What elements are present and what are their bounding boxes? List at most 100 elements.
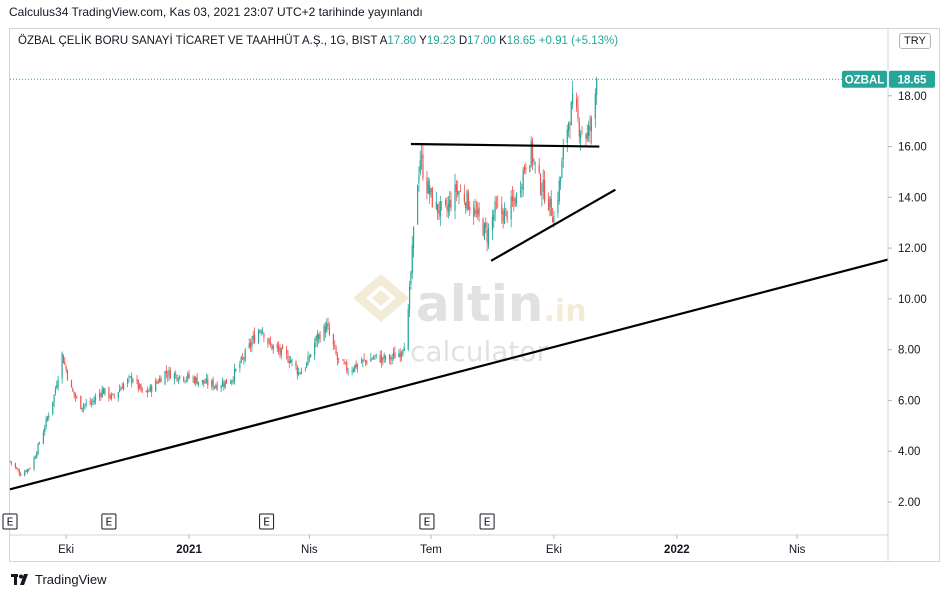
candle-body	[561, 160, 563, 178]
candle	[323, 323, 325, 342]
candle-body	[203, 379, 205, 384]
candle	[585, 132, 587, 146]
candle	[318, 332, 320, 344]
time-tick-label: Nis	[301, 544, 318, 556]
candle	[179, 375, 181, 381]
candle	[286, 345, 288, 360]
candle	[542, 169, 544, 200]
candle	[346, 359, 348, 374]
candle	[151, 384, 153, 397]
footer-brand: TradingView	[35, 572, 107, 587]
candle-body	[164, 371, 166, 384]
candle-body	[427, 181, 429, 194]
earnings-marker[interactable]: E	[101, 513, 117, 530]
candle-body	[525, 167, 527, 170]
candle-body	[38, 443, 41, 444]
earnings-marker[interactable]: E	[2, 513, 18, 530]
candle-body	[290, 360, 292, 363]
candle-body	[267, 337, 269, 344]
trendlines[interactable]	[9, 142, 889, 491]
candle-body	[212, 379, 214, 388]
candle	[437, 203, 439, 221]
earnings-marker[interactable]: E	[479, 513, 495, 530]
candle-body	[57, 379, 59, 387]
candle-body	[25, 470, 27, 472]
candle-body	[85, 402, 87, 405]
footer[interactable]: TradingView	[11, 572, 107, 587]
candle	[399, 348, 401, 362]
candle-body	[382, 357, 384, 360]
candle-body	[157, 382, 159, 384]
candle-body	[474, 209, 476, 215]
candle	[398, 349, 400, 358]
candle	[193, 375, 196, 385]
candle-body	[299, 373, 301, 375]
candle-body	[93, 400, 95, 403]
candle	[355, 360, 357, 369]
candle	[148, 388, 150, 392]
candle	[45, 415, 47, 430]
time-axis[interactable]: Eki 2021 Nis Tem Eki 2022 Nis	[10, 534, 888, 556]
candle	[169, 367, 171, 379]
candle-body	[510, 196, 512, 220]
candle-body	[383, 355, 385, 359]
candle	[547, 192, 550, 211]
candle-body	[291, 359, 293, 362]
trendline[interactable]	[490, 188, 616, 262]
candle-body	[364, 360, 367, 362]
candle-body	[223, 383, 225, 387]
candle	[326, 318, 328, 333]
candle-body	[572, 93, 574, 104]
earnings-marker[interactable]: E	[419, 513, 435, 530]
candle-body	[129, 376, 131, 378]
price-axis[interactable]: 2.00 4.00 6.00 8.00 10.00 12.00 14.00 16.00 18.0…	[887, 29, 927, 561]
candle	[441, 201, 443, 211]
candle	[271, 343, 273, 351]
earnings-marker[interactable]: E	[259, 513, 275, 530]
candle-body	[356, 364, 359, 367]
candle	[269, 336, 272, 348]
candle-body	[121, 387, 123, 389]
candle-body	[286, 349, 288, 354]
candle-body	[450, 200, 452, 209]
candle-body	[343, 361, 345, 364]
candle	[457, 180, 459, 198]
candle	[531, 137, 534, 171]
candle-body	[239, 364, 241, 368]
candle	[183, 376, 185, 383]
candle-body	[366, 361, 368, 364]
candle	[156, 379, 158, 385]
currency-badge[interactable]: TRY	[899, 33, 931, 49]
candle-body	[298, 371, 300, 375]
candle-body	[296, 367, 298, 375]
chart-pane[interactable]	[9, 28, 940, 562]
candle	[299, 372, 301, 375]
candle	[212, 376, 214, 391]
candle-body	[398, 353, 400, 357]
candle-body	[374, 355, 376, 357]
candle	[229, 379, 232, 385]
trendline[interactable]	[410, 142, 600, 148]
candle-body	[137, 379, 139, 389]
candle-body	[588, 125, 590, 136]
candle-body	[351, 370, 353, 373]
ohlc-y: Y19.23	[419, 35, 459, 47]
symbol-legend[interactable]: ÖZBAL ÇELİK BORU SANAYİ TİCARET VE TAAHH…	[18, 35, 618, 47]
candle	[72, 386, 74, 392]
candle-body	[156, 381, 158, 383]
candle	[521, 183, 523, 198]
candle-body	[307, 356, 309, 365]
candle-body	[64, 362, 66, 365]
trendline[interactable]	[9, 258, 889, 491]
candle-body	[380, 355, 383, 363]
candle-body	[196, 377, 198, 385]
candle	[371, 356, 373, 361]
candle	[136, 375, 138, 385]
candle	[223, 379, 225, 391]
candle-body	[127, 379, 129, 384]
candle	[300, 367, 302, 375]
candle-body	[326, 323, 328, 332]
candle	[141, 386, 143, 393]
candle-body	[375, 353, 377, 356]
